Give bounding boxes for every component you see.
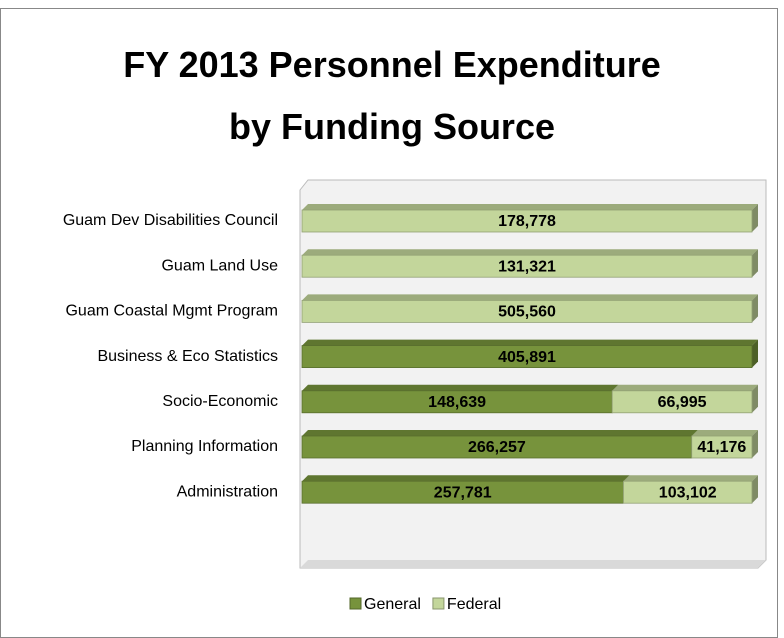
bar-segment bbox=[301, 204, 758, 233]
data-label: 505,560 bbox=[498, 304, 556, 321]
y-tick-label: Guam Land Use bbox=[161, 257, 278, 274]
bar-segment bbox=[301, 384, 619, 414]
legend-label: General bbox=[364, 596, 421, 613]
bar-face bbox=[691, 435, 753, 459]
bar-face bbox=[302, 339, 758, 346]
bar-segment bbox=[691, 430, 758, 459]
legend-swatch bbox=[349, 597, 362, 610]
bar-face bbox=[752, 204, 758, 232]
bar-segment bbox=[301, 294, 758, 323]
data-label: 405,891 bbox=[498, 349, 556, 366]
data-label: 131,321 bbox=[498, 258, 556, 275]
plot-wall bbox=[299, 179, 767, 569]
data-label: 148,639 bbox=[428, 394, 486, 411]
bar-face bbox=[302, 430, 698, 436]
bar-face bbox=[752, 475, 758, 504]
bar-face bbox=[623, 475, 758, 482]
data-label: 41,176 bbox=[697, 439, 746, 456]
plot-floor bbox=[300, 560, 766, 568]
bar-face bbox=[752, 339, 758, 368]
bar-face bbox=[752, 384, 758, 413]
bar-face bbox=[611, 390, 753, 414]
bar-face bbox=[302, 384, 619, 391]
bar-face bbox=[302, 249, 758, 256]
data-label: 66,995 bbox=[658, 394, 707, 411]
y-tick-label: Planning Information bbox=[131, 438, 278, 455]
legend-swatch bbox=[432, 597, 445, 610]
bar-segment bbox=[301, 430, 698, 459]
legend-label: Federal bbox=[447, 596, 501, 613]
y-tick-label: Guam Coastal Mgmt Program bbox=[65, 303, 278, 320]
bar-segment bbox=[611, 384, 758, 414]
y-tick-label: Business & Eco Statistics bbox=[97, 348, 278, 365]
bar-face bbox=[623, 480, 753, 504]
data-label: 257,781 bbox=[434, 484, 492, 501]
data-label: 266,257 bbox=[468, 439, 526, 456]
y-tick-label: Socio-Economic bbox=[162, 393, 278, 410]
bar-face bbox=[302, 475, 630, 482]
bar-face bbox=[612, 384, 758, 391]
bar-face bbox=[301, 345, 753, 369]
bar-face bbox=[691, 430, 758, 436]
bar-face bbox=[302, 294, 758, 301]
bar-face bbox=[302, 204, 758, 210]
bar-segment bbox=[301, 339, 758, 369]
data-label: 103,102 bbox=[659, 484, 717, 501]
bar-face bbox=[752, 294, 758, 323]
bar-face bbox=[752, 430, 758, 458]
bar-segment bbox=[623, 475, 758, 504]
y-tick-label: Guam Dev Disabilities Council bbox=[63, 212, 278, 229]
bar-face bbox=[752, 249, 758, 278]
data-label: 178,778 bbox=[498, 213, 556, 230]
bar-face bbox=[301, 209, 753, 233]
bar-segment bbox=[301, 249, 758, 278]
bar-face bbox=[301, 299, 753, 323]
chart-title: FY 2013 Personnel Expenditure by Funding… bbox=[123, 44, 661, 147]
y-tick-label: Administration bbox=[177, 483, 278, 500]
bar-face bbox=[301, 254, 753, 278]
